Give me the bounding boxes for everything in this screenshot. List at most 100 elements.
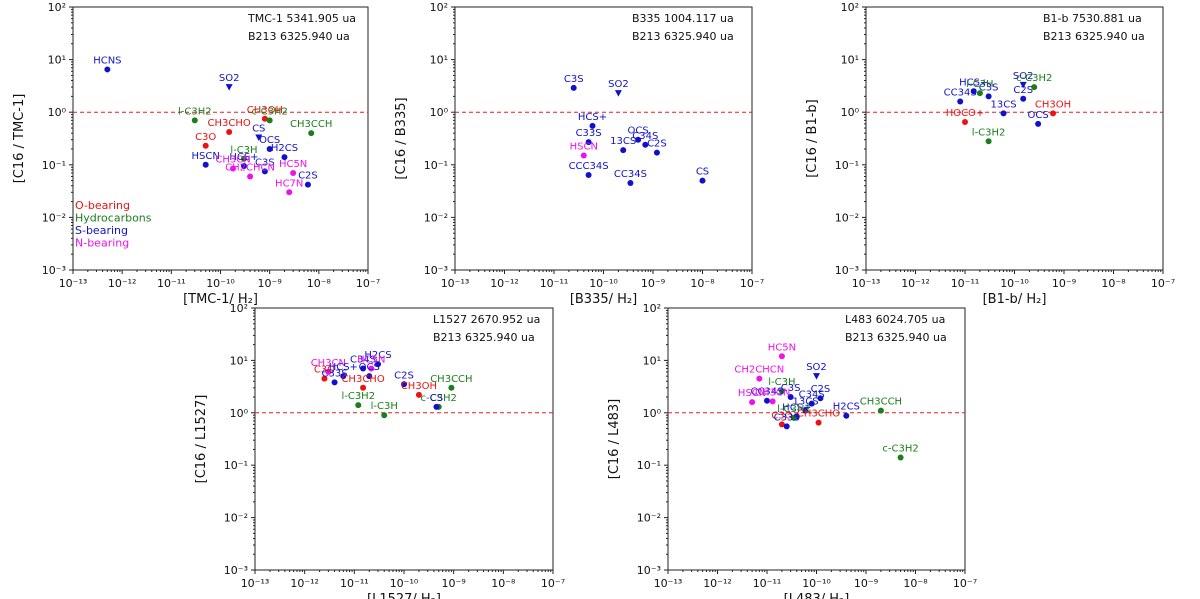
label-ch3cho: CH3CHO xyxy=(797,409,840,420)
x-tick-label: 10⁻¹² xyxy=(108,277,137,290)
x-tick-label: 10⁻¹³ xyxy=(654,577,683,590)
x-tick-label: 10⁻¹¹ xyxy=(753,577,782,590)
label-ocs: OCS xyxy=(259,135,280,146)
x-tick-label: 10⁻⁷ xyxy=(740,277,764,290)
annotation-2: B213 6325.940 ua xyxy=(248,30,350,43)
point-ch3oh xyxy=(261,115,268,122)
panel-3: 10⁻¹³ 10⁻¹² 10⁻¹¹ 10⁻¹⁰ 10⁻⁹ 10⁻⁸ 10⁻⁷ 10⁻³ 10⁻²… xyxy=(805,1,1175,307)
point-cs xyxy=(255,134,263,142)
label-c3o: C3O xyxy=(771,410,792,421)
point-l-c3h xyxy=(976,90,983,97)
x-tick-label: 10⁻⁹ xyxy=(641,277,665,290)
point-so2 xyxy=(614,90,622,97)
point-c2s xyxy=(817,395,824,402)
annotation-2: B213 6325.940 ua xyxy=(433,331,535,344)
point-hscn xyxy=(749,399,756,406)
point-l-c3h2 xyxy=(355,402,362,409)
point-ch3cch xyxy=(448,384,455,391)
label-l-c3h: l-C3H xyxy=(768,377,795,388)
label-hcs: HCS+ xyxy=(959,77,988,88)
label-ch3cn: CH3CN xyxy=(215,155,250,166)
point-c33s xyxy=(783,423,790,430)
x-tick-label: 10⁻⁹ xyxy=(442,577,466,590)
label-c2s: C2S xyxy=(394,370,414,381)
y-tick-label: 10² xyxy=(430,1,448,14)
point-hcs xyxy=(340,373,347,380)
point-c3o xyxy=(778,421,785,428)
point-l-c3h xyxy=(240,155,247,162)
label-l-c3h2: l-C3H2 xyxy=(777,404,811,415)
label-c34s: C34S xyxy=(632,131,658,142)
label-cc34s: CC34S xyxy=(750,387,783,398)
label-cc34s: CC34S xyxy=(944,87,977,98)
annotation-1: L1527 2670.952 ua xyxy=(433,313,540,326)
point-ch3cho xyxy=(360,384,367,391)
label-c3s: C3S xyxy=(255,157,275,168)
point-hc5n xyxy=(778,353,785,360)
point-hcs xyxy=(589,122,596,129)
panel-1: 10⁻¹³ 10⁻¹² 10⁻¹¹ 10⁻¹⁰ 10⁻⁹ 10⁻⁸ 10⁻⁷ 10⁻³ 10⁻²… xyxy=(12,1,380,307)
label-c34s: C34S xyxy=(350,355,376,366)
y-axis-label: [C16 / TMC-1] xyxy=(12,94,27,184)
x-tick-label: 10⁻⁷ xyxy=(541,577,565,590)
label-ch3cho: CH3CHO xyxy=(341,374,384,385)
point-c34s xyxy=(360,365,367,372)
y-tick-label: 10⁻² xyxy=(637,512,661,525)
point-ch2chcn xyxy=(247,173,254,180)
label-ch3cch: CH3CCH xyxy=(430,374,472,385)
panel-5: 10⁻¹³ 10⁻¹² 10⁻¹¹ 10⁻¹⁰ 10⁻⁹ 10⁻⁸ 10⁻⁷ 10⁻³ 10⁻²… xyxy=(607,302,977,599)
label-c-c3h2: c-C3H2 xyxy=(882,444,918,455)
label-hc5n: HC5N xyxy=(357,355,385,366)
y-tick-label: 10⁻³ xyxy=(637,564,661,577)
x-axis-label: [TMC-1/ H₂] xyxy=(183,292,258,307)
point-ch2chcn xyxy=(756,375,763,382)
label-ch3oh: CH3OH xyxy=(1035,99,1071,110)
point-h2cs xyxy=(375,361,382,368)
y-tick-label: 10⁰ xyxy=(48,106,67,119)
x-tick-label: 10⁻¹² xyxy=(290,577,319,590)
point-cs xyxy=(433,403,440,410)
label-l-c3h2: l-C3H2 xyxy=(178,106,212,117)
x-tick-label: 10⁻⁸ xyxy=(307,277,332,290)
point-h2cs xyxy=(281,154,288,161)
label-c-c3h2: c-C3H2 xyxy=(421,393,457,404)
x-tick-label: 10⁻⁸ xyxy=(1101,277,1126,290)
label-l-c3h2: l-C3H2 xyxy=(972,127,1006,138)
label-ch3cch: CH3CCH xyxy=(860,397,902,408)
label-c3s: C3S xyxy=(781,383,801,394)
y-tick-label: 10⁻³ xyxy=(424,264,448,277)
label-c3s: C3S xyxy=(564,74,584,85)
label-ch3cho: CH3CHO xyxy=(208,118,251,129)
x-axis-label: [L483/ H₂] xyxy=(784,592,850,599)
legend-hydrocarbons: Hydrocarbons xyxy=(75,212,152,225)
point-hcs xyxy=(240,162,247,169)
x-tick-label: 10⁻¹¹ xyxy=(340,577,369,590)
point-c-c3h2 xyxy=(266,117,273,124)
point-ch3cn xyxy=(230,165,237,172)
y-tick-label: 10¹ xyxy=(430,54,448,67)
label-so2: SO2 xyxy=(806,362,827,373)
label-cs: CS xyxy=(696,167,709,178)
label-c2s: C2S xyxy=(811,384,831,395)
y-tick-label: 10¹ xyxy=(643,354,661,367)
x-tick-label: 10⁻⁹ xyxy=(258,277,282,290)
label-ch3oh: CH3OH xyxy=(401,381,437,392)
y-tick-label: 10² xyxy=(841,1,859,14)
label-hc7n: HC7N xyxy=(275,178,303,189)
label-l-c3h: l-C3H xyxy=(230,145,257,156)
x-tick-label: 10⁻⁹ xyxy=(854,577,878,590)
x-tick-label: 10⁻⁸ xyxy=(690,277,715,290)
point-h2cs xyxy=(843,412,850,419)
point-ccc34s xyxy=(585,171,592,178)
y-tick-label: 10⁻² xyxy=(424,211,448,224)
x-tick-label: 10⁻¹² xyxy=(703,577,732,590)
label-so2: SO2 xyxy=(219,73,240,84)
annotation-1: B1-b 7530.881 ua xyxy=(1043,12,1142,25)
point-ch3cch xyxy=(308,130,315,137)
x-tick-label: 10⁻¹³ xyxy=(59,277,88,290)
x-tick-label: 10⁻⁹ xyxy=(1052,277,1076,290)
y-tick-label: 10² xyxy=(48,1,66,14)
point-cc34s xyxy=(764,397,770,404)
x-tick-label: 10⁻⁷ xyxy=(356,277,380,290)
